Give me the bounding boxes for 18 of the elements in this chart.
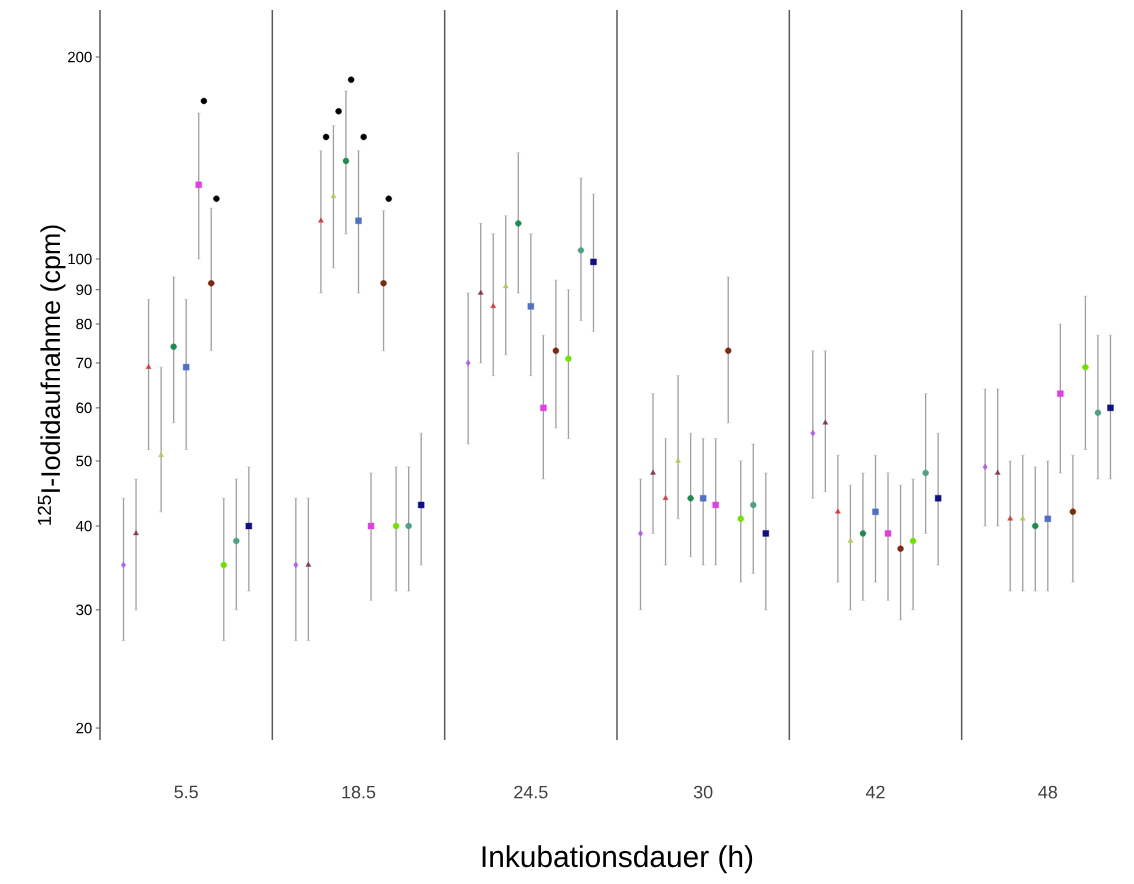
y-tick-label: 100 xyxy=(68,253,92,265)
y-tick-label: 50 xyxy=(76,455,92,467)
x-tick-label: 5.5 xyxy=(174,785,198,799)
x-axis-title: Inkubationsdauer (h) xyxy=(482,845,753,874)
y-tick-label: 20 xyxy=(76,722,92,734)
y-tick-label: 200 xyxy=(68,51,92,63)
y-axis-title: $^{125}$I-Iodidaufnahme (cpm) xyxy=(37,225,66,525)
y-tick-label: 90 xyxy=(76,284,92,295)
y-tick-label: 80 xyxy=(76,318,92,330)
y-tick-label: 60 xyxy=(76,402,92,414)
x-tick-label: 24.5 xyxy=(514,785,548,799)
x-tick-label: 30 xyxy=(693,785,713,799)
y-tick-label: 70 xyxy=(76,357,92,369)
x-tick-label: 42 xyxy=(865,785,885,799)
y-tick-label: 30 xyxy=(76,604,92,616)
y-tick-label: 40 xyxy=(75,520,92,532)
x-tick-label: 48 xyxy=(1038,785,1058,799)
x-tick-label: 18.5 xyxy=(342,785,376,799)
